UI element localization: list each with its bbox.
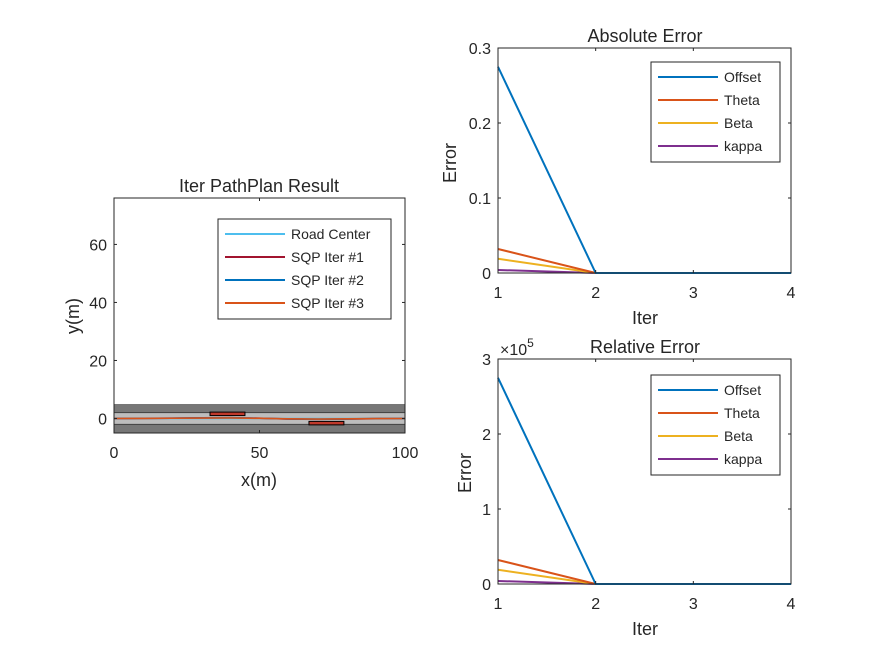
legend-label: Offset (724, 382, 761, 398)
x-tick-label: 100 (392, 445, 419, 462)
y-tick-label: 0 (482, 266, 491, 283)
x-tick-label: 1 (494, 596, 503, 613)
legend-label: Offset (724, 69, 761, 85)
abs-xlabel: Iter (632, 308, 658, 328)
rel-exponent-base: ×10 (500, 342, 527, 359)
rel-legend: Offset Theta Beta kappa (650, 374, 781, 476)
legend-label: kappa (724, 138, 762, 154)
x-tick-label: 50 (251, 445, 269, 462)
x-tick-label: 3 (689, 285, 698, 302)
abs-title: Absolute Error (587, 26, 702, 46)
path-line-sqp-iter-3 (113, 417, 406, 420)
absolute-error-chart: Absolute Error Iter Error 1 2 3 4 0 0.1 0.2 0.3… (440, 26, 796, 328)
y-tick-label: 1 (482, 502, 491, 519)
abs-ticks: 1 2 3 4 0 0.1 0.2 0.3 (469, 41, 796, 302)
obstacle-vehicle (209, 411, 246, 417)
abs-ylabel: Error (440, 143, 460, 183)
y-tick-label: 0.1 (469, 191, 491, 208)
legend-label: SQP Iter #3 (291, 295, 364, 311)
x-tick-label: 2 (591, 285, 600, 302)
x-tick-label: 4 (787, 285, 796, 302)
y-tick-label: 60 (89, 237, 107, 254)
y-tick-label: 0 (482, 577, 491, 594)
pathplan-ticks: 0 50 100 0 20 40 60 (89, 198, 418, 462)
pathplan-xlabel: x(m) (241, 470, 277, 490)
rel-axes-box (497, 358, 792, 585)
x-tick-label: 0 (110, 445, 119, 462)
pathplan-series-group (113, 416, 406, 421)
rel-exponent-label: ×105 (500, 336, 534, 359)
obstacles-group (209, 411, 345, 426)
y-tick-label: 0.2 (469, 116, 491, 133)
x-tick-label: 2 (591, 596, 600, 613)
y-tick-label: 2 (482, 427, 491, 444)
legend-label: Road Center (291, 226, 371, 242)
x-tick-label: 3 (689, 596, 698, 613)
pathplan-legend: Road Center SQP Iter #1 SQP Iter #2 SQP Ite… (217, 218, 392, 320)
legend-label: SQP Iter #1 (291, 249, 364, 265)
pathplan-ylabel: y(m) (63, 298, 83, 334)
y-tick-label: 0 (98, 411, 107, 428)
abs-axes-box (497, 47, 792, 274)
rel-exponent-power: 5 (527, 336, 534, 350)
legend-label: SQP Iter #2 (291, 272, 364, 288)
pathplan-title: Iter PathPlan Result (179, 176, 339, 196)
y-tick-label: 0.3 (469, 41, 491, 58)
legend-label: Beta (724, 428, 753, 444)
x-tick-label: 1 (494, 285, 503, 302)
rel-ylabel: Error (455, 453, 475, 493)
abs-legend: Offset Theta Beta kappa (650, 61, 781, 163)
y-tick-label: 20 (89, 353, 107, 370)
obstacle-vehicle (308, 420, 345, 426)
y-tick-label: 40 (89, 295, 107, 312)
rel-title: Relative Error (590, 337, 700, 357)
relative-error-chart: Relative Error Iter Error ×105 1 2 3 40123 … (455, 336, 796, 639)
legend-label: Theta (724, 405, 760, 421)
legend-label: Theta (724, 92, 760, 108)
y-tick-label: 3 (482, 352, 491, 369)
rel-xlabel: Iter (632, 619, 658, 639)
legend-label: Beta (724, 115, 753, 131)
pathplan-chart: Iter PathPlan Result x(m) y(m) 0 50 100 0 20… (63, 176, 418, 490)
legend-label: kappa (724, 451, 762, 467)
x-tick-label: 4 (787, 596, 796, 613)
